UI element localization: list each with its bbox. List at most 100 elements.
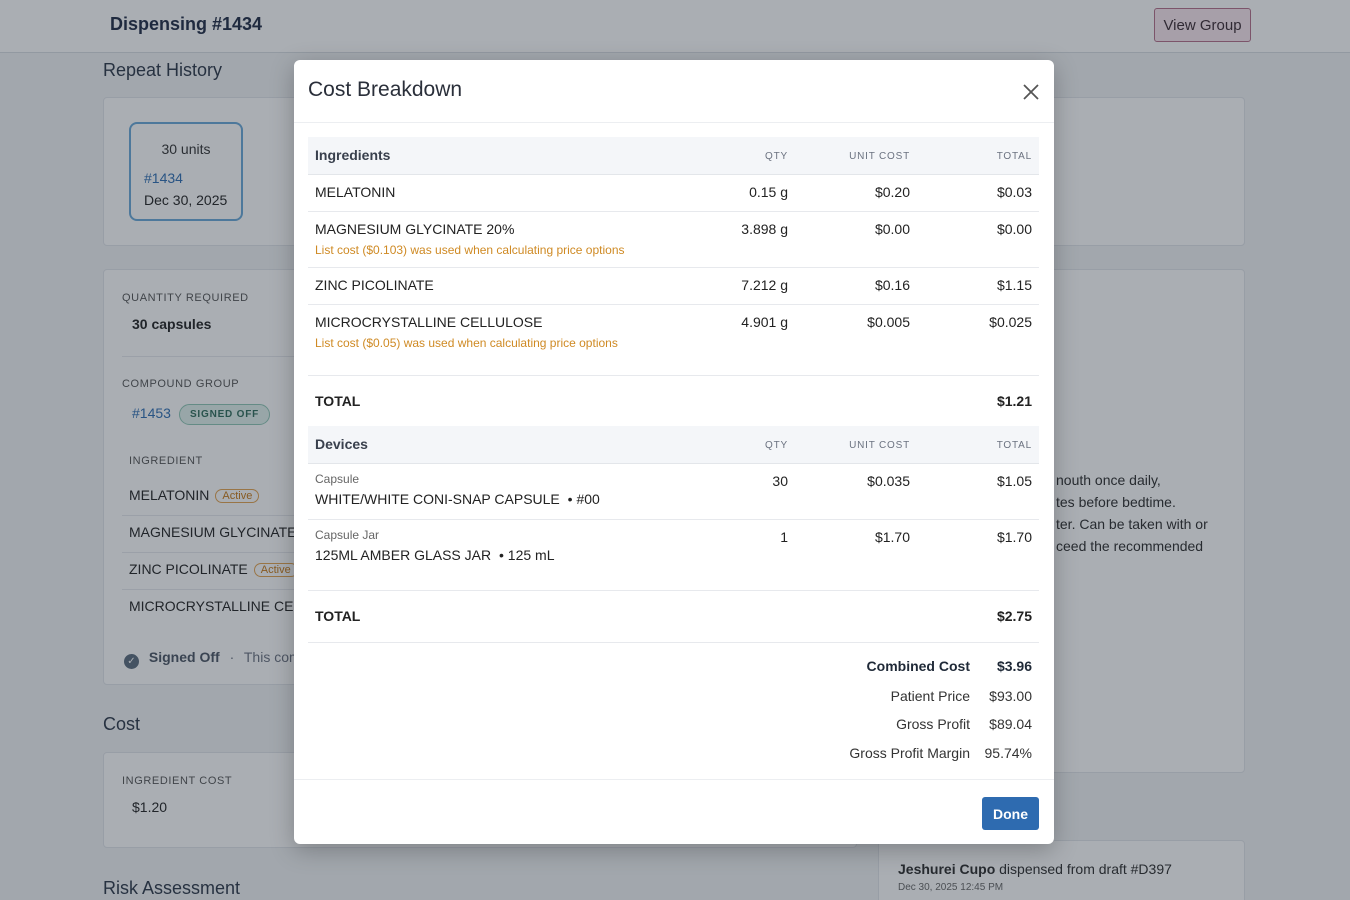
directions-line: nouth once daily, — [1056, 472, 1161, 488]
ingredient-name: ZINC PICOLINATE — [129, 561, 248, 577]
quantity-required-value: 30 capsules — [132, 316, 212, 332]
directions-line: tes before bedtime. — [1056, 494, 1176, 510]
patient-price-row: Patient Price $93.00 — [891, 688, 1032, 704]
ingredient-row: MELATONIN Active — [129, 487, 260, 503]
ingredients-total-label: TOTAL — [315, 393, 361, 409]
ingredient-qty: 3.898 g — [741, 221, 788, 237]
device-detail: #00 — [576, 491, 600, 507]
verified-check-icon: ✓ — [124, 654, 139, 669]
close-icon — [1023, 84, 1039, 100]
directions-line: ceed the recommended — [1056, 538, 1204, 554]
device-qty: 1 — [780, 529, 788, 545]
devices-total-value: $2.75 — [996, 608, 1032, 624]
gross-margin-label: Gross Profit Margin — [849, 745, 970, 761]
combined-cost-row: Combined Cost $3.96 — [867, 658, 1032, 674]
ingredient-cost-row: MICROCRYSTALLINE CELLULOSE List cost ($0… — [308, 305, 1039, 376]
ingredient-name: ZINC PICOLINATE — [315, 277, 434, 293]
signed-off-label: Signed Off — [148, 649, 220, 665]
device-name-row: 125ML AMBER GLASS JAR • 125 mL — [315, 547, 555, 563]
total-column-header: TOTAL — [996, 440, 1032, 451]
activity-action: dispensed from draft #D397 — [999, 861, 1172, 877]
compound-group-label: COMPOUND GROUP — [122, 378, 240, 390]
patient-price-label: Patient Price — [890, 688, 970, 704]
device-cost-row: Capsule Jar 125ML AMBER GLASS JAR • 125 … — [308, 520, 1039, 591]
device-total: $1.70 — [996, 529, 1032, 545]
devices-table-header: Devices QTY UNIT COST TOTAL — [308, 426, 1039, 464]
device-unit-cost: $0.035 — [867, 473, 910, 489]
gross-profit-label: Gross Profit — [896, 716, 970, 732]
gross-profit-row: Gross Profit $89.04 — [896, 716, 1032, 732]
compound-group-link[interactable]: #1453 — [132, 405, 171, 421]
view-group-button[interactable]: View Group — [1154, 8, 1251, 42]
modal-header: Cost Breakdown — [294, 60, 1054, 123]
gross-margin-row: Gross Profit Margin 95.74% — [849, 745, 1032, 761]
device-name: WHITE/WHITE CONI-SNAP CAPSULE — [315, 491, 560, 507]
repeat-tile[interactable]: 30 units #1434 Dec 30, 2025 — [129, 122, 243, 221]
bullet-separator: • — [499, 547, 504, 563]
ingredient-total: $0.025 — [989, 314, 1032, 330]
ingredient-name: MAGNESIUM GLYCINATE 20% — [315, 221, 515, 237]
repeat-history-heading: Repeat History — [103, 60, 223, 80]
device-qty: 30 — [772, 473, 788, 489]
repeat-number-link[interactable]: #1434 — [144, 170, 183, 186]
total-column-header: TOTAL — [996, 151, 1032, 162]
activity-entry: Jeshurei Cupo dispensed from draft #D397 — [898, 861, 1172, 877]
devices-heading: Devices — [315, 436, 368, 452]
unit-cost-column-header: UNIT COST — [849, 440, 910, 451]
activity-timestamp: Dec 30, 2025 12:45 PM — [898, 882, 1004, 893]
ingredient-name: MELATONIN — [315, 184, 396, 200]
device-detail: 125 mL — [507, 547, 555, 563]
device-name: 125ML AMBER GLASS JAR — [315, 547, 492, 563]
risk-assessment-heading: Risk Assessment — [103, 878, 241, 898]
modal-title: Cost Breakdown — [308, 78, 463, 101]
signed-off-badge: SIGNED OFF — [178, 404, 271, 425]
repeat-units: 30 units — [161, 141, 211, 157]
modal-footer: Done — [294, 779, 1054, 844]
list-cost-note: List cost ($0.05) was used when calculat… — [315, 336, 618, 350]
page-title: Dispensing #1434 — [110, 14, 263, 34]
ingredient-row: MAGNESIUM GLYCINATE — [129, 524, 297, 540]
combined-cost-label: Combined Cost — [866, 658, 970, 674]
bullet-separator: • — [567, 491, 573, 507]
ingredient-name: MICROCRYSTALLINE CEL — [129, 598, 302, 614]
gross-margin-value: 95.74% — [984, 745, 1032, 761]
ingredient-cost-label: INGREDIENT COST — [122, 775, 233, 787]
gross-profit-value: $89.04 — [989, 716, 1032, 732]
qty-column-header: QTY — [765, 440, 788, 451]
ingredient-total: $0.00 — [996, 221, 1032, 237]
repeat-date: Dec 30, 2025 — [144, 192, 228, 208]
ingredients-total-value: $1.21 — [996, 393, 1032, 409]
ingredient-row: ZINC PICOLINATE Active — [129, 561, 298, 577]
device-cost-row: Capsule WHITE/WHITE CONI-SNAP CAPSULE • … — [308, 464, 1039, 520]
ingredient-cost-row: ZINC PICOLINATE 7.212 g $0.16 $1.15 — [308, 268, 1039, 305]
patient-price-value: $93.00 — [989, 688, 1032, 704]
device-type: Capsule Jar — [315, 528, 380, 542]
ingredient-column-header: INGREDIENT — [129, 455, 203, 467]
close-button[interactable] — [1021, 82, 1041, 102]
ingredient-total: $0.03 — [996, 184, 1032, 200]
ingredient-cost-row: MELATONIN 0.15 g $0.20 $0.03 — [308, 175, 1039, 212]
ingredient-unit-cost: $0.00 — [874, 221, 910, 237]
ingredients-heading: Ingredients — [315, 147, 391, 163]
ingredient-name: MELATONIN — [129, 487, 210, 503]
device-unit-cost: $1.70 — [874, 529, 910, 545]
ingredient-qty: 7.212 g — [741, 277, 788, 293]
qty-column-header: QTY — [765, 151, 788, 162]
directions-line: ter. Can be taken with or — [1056, 516, 1208, 532]
signed-off-note: This comp — [243, 649, 309, 665]
ingredient-unit-cost: $0.20 — [874, 184, 910, 200]
compound-group-row: #1453 SIGNED OFF — [132, 404, 271, 425]
ingredient-name: MICROCRYSTALLINE CELLULOSE — [315, 314, 543, 330]
top-bar: Dispensing #1434 View Group — [0, 0, 1350, 53]
ingredients-total-row: TOTAL $1.21 — [308, 376, 1039, 428]
ingredient-qty: 0.15 g — [749, 184, 788, 200]
ingredient-cost-value: $1.20 — [132, 799, 168, 815]
ingredient-total: $1.15 — [996, 277, 1032, 293]
ingredient-unit-cost: $0.16 — [874, 277, 910, 293]
activity-card: Jeshurei Cupo dispensed from draft #D397… — [878, 840, 1245, 900]
done-button[interactable]: Done — [982, 797, 1039, 830]
ingredient-row: MICROCRYSTALLINE CEL — [129, 598, 301, 614]
device-name-row: WHITE/WHITE CONI-SNAP CAPSULE • #00 — [315, 491, 600, 507]
devices-total-label: TOTAL — [315, 608, 361, 624]
ingredient-name: MAGNESIUM GLYCINATE — [129, 524, 297, 540]
